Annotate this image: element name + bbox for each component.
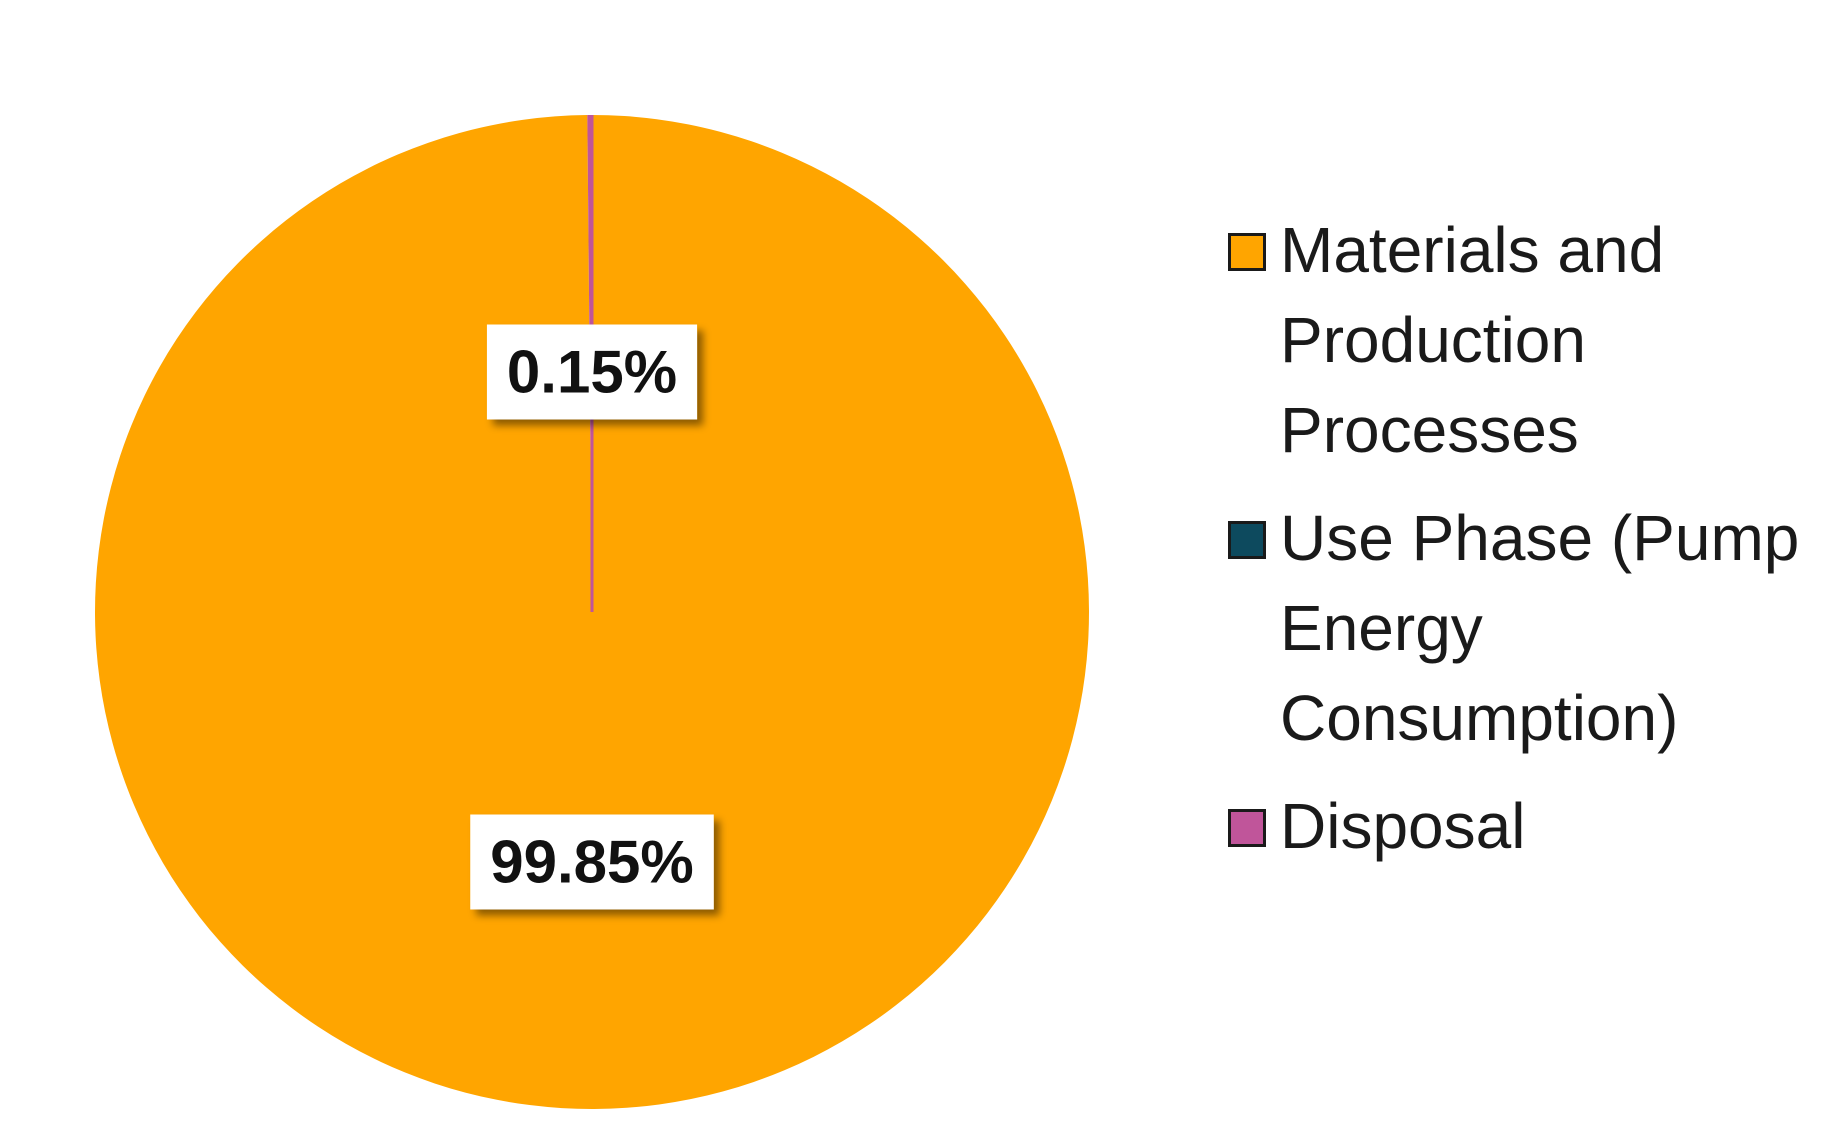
legend-label-use-phase: Use Phase (Pump Energy Consumption) xyxy=(1280,502,1800,754)
legend-swatch-materials xyxy=(1228,233,1266,271)
data-label-disposal-box xyxy=(486,324,698,420)
data-label-disposal: 0.15% xyxy=(486,324,698,420)
data-label-materials: 99.85% xyxy=(470,814,714,910)
legend-item-disposal: Disposal xyxy=(1228,781,1828,871)
legend-swatch-use-phase xyxy=(1228,521,1266,559)
legend-swatch-disposal xyxy=(1228,809,1266,847)
legend-item-materials: Materials and Production Processes xyxy=(1228,205,1828,475)
data-label-materials-box xyxy=(470,814,714,910)
data-label-materials-text: 99.85% xyxy=(490,829,694,896)
legend-item-use-phase: Use Phase (Pump Energy Consumption) xyxy=(1228,493,1828,763)
legend: Materials and Production Processes Use P… xyxy=(1228,205,1828,889)
legend-label-materials: Materials and Production Processes xyxy=(1280,214,1665,466)
legend-label-disposal: Disposal xyxy=(1280,790,1526,862)
data-label-disposal-text: 0.15% xyxy=(507,339,677,406)
